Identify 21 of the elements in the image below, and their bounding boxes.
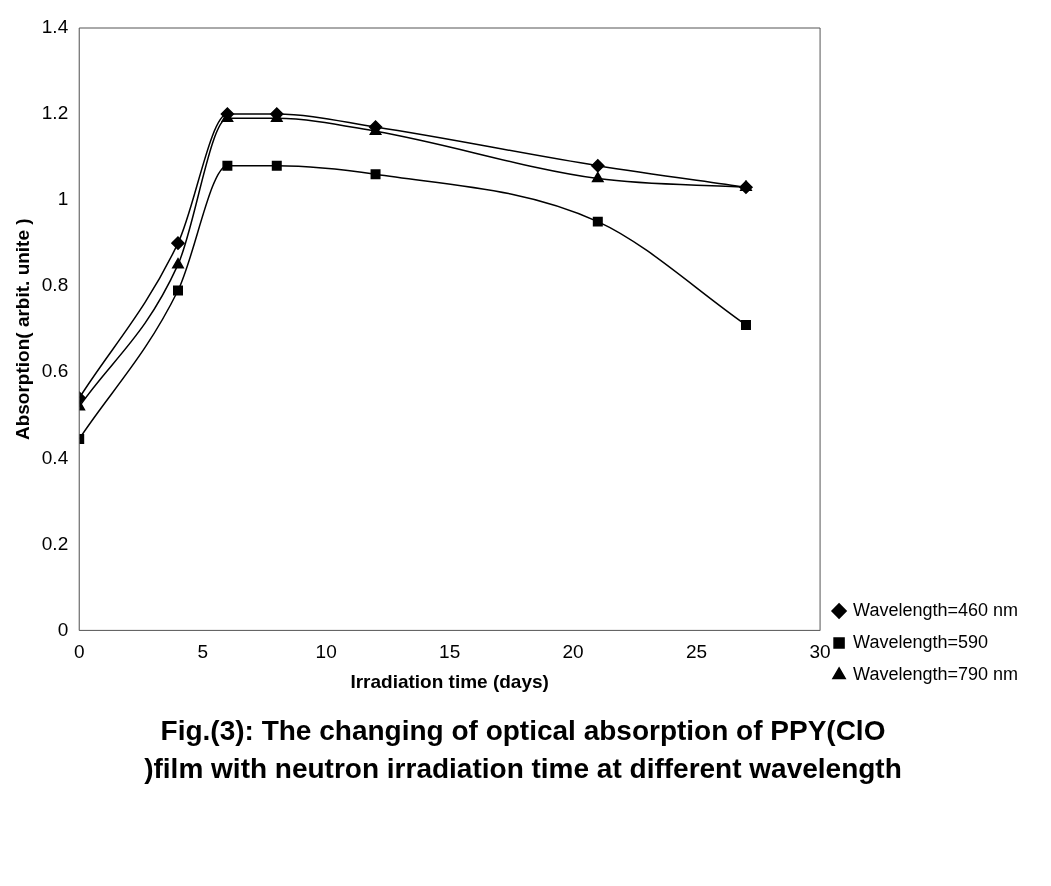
text: Fig.(3): The changing of optical absorption of PPY(ClO )film with neutron irradiation time at different wavelength: [143, 714, 903, 786]
legend-label: Wavelength=790 nm: [853, 663, 1018, 684]
x-tick-label: 25: [686, 641, 708, 663]
y-tick-label: 1: [57, 188, 69, 210]
x-tick-label: 5: [197, 641, 208, 663]
x-tick-label: 10: [315, 641, 337, 663]
x-tick-label: 15: [439, 641, 461, 663]
y-tick-label: 0.4: [41, 446, 69, 468]
y-tick-label: 0.6: [41, 360, 69, 382]
y-tick-label: 0.2: [41, 532, 69, 554]
legend-label: Wavelength=590: [853, 631, 988, 652]
x-axis-title: Irradiation time (days): [350, 670, 549, 692]
y-tick-label: 0.8: [41, 274, 69, 296]
x-tick-label: 30: [809, 641, 831, 663]
y-tick-label: 1.2: [41, 102, 69, 124]
x-tick-label: 20: [562, 641, 584, 663]
y-tick-label: 1.4: [41, 16, 69, 38]
x-tick-label: 0: [73, 641, 85, 663]
y-axis-title: Absorption( arbit. unite ): [11, 218, 33, 441]
legend-label: Wavelength=460 nm: [853, 599, 1018, 620]
y-tick-label: 0: [57, 618, 69, 640]
